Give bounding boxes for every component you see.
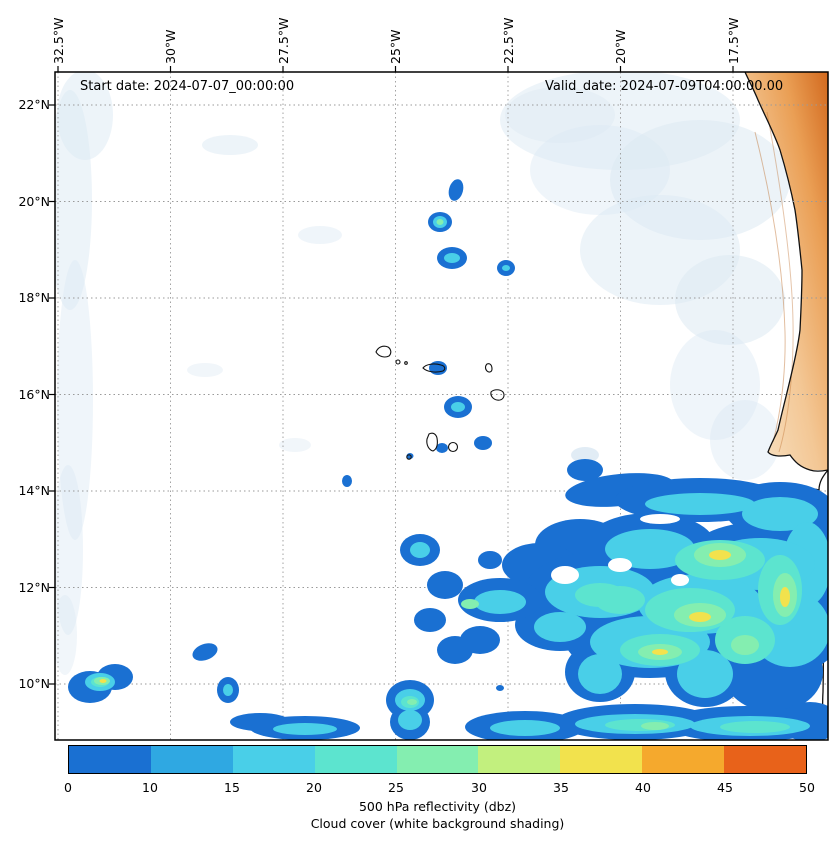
colorbar-tick-label: 50 bbox=[799, 780, 815, 795]
x-tick-label: 30°W bbox=[163, 29, 178, 64]
x-axis-ticks bbox=[57, 66, 734, 72]
terrain-contour bbox=[754, 131, 786, 443]
colorbar bbox=[68, 745, 807, 774]
y-tick-label: 18°N bbox=[18, 290, 50, 305]
colorbar-tick-label: 15 bbox=[224, 780, 240, 795]
colorbar-tick-label: 40 bbox=[635, 780, 651, 795]
valid-date-annotation: Valid_date: 2024-07-09T04:00:00.00 bbox=[545, 79, 784, 94]
y-tick-label: 22°N bbox=[18, 97, 50, 112]
y-tick-label: 10°N bbox=[18, 676, 50, 691]
colorbar-segment-7 bbox=[642, 746, 725, 773]
colorbar-segment-0 bbox=[69, 746, 151, 773]
colorbar-tick-label: 45 bbox=[717, 780, 733, 795]
x-tick-label: 22.5°W bbox=[500, 17, 516, 64]
start-date-annotation: Start date: 2024-07-07_00:00:00 bbox=[80, 79, 295, 94]
y-tick-label: 16°N bbox=[18, 386, 50, 402]
colorbar-segment-8 bbox=[724, 746, 807, 773]
colorbar-title: 500 hPa reflectivity (dbz) bbox=[358, 799, 517, 814]
island-santo-antao bbox=[375, 345, 392, 358]
reflectivity-level-35-40 bbox=[99, 550, 790, 683]
colorbar-tick-label: 20 bbox=[306, 780, 322, 795]
y-tick-label: 14°N bbox=[18, 483, 50, 498]
island-santiago bbox=[426, 432, 438, 452]
colorbar-segment-3 bbox=[314, 746, 397, 773]
cloud-cover-layer bbox=[55, 72, 790, 675]
island-sal bbox=[484, 363, 493, 373]
colorbar-tick-label: 25 bbox=[388, 780, 404, 795]
x-tick-label: 25°W bbox=[388, 29, 403, 64]
colorbar-subtitle: Cloud cover (white background shading) bbox=[310, 816, 565, 831]
colorbar-segment-2 bbox=[232, 746, 315, 773]
colorbar-segment-4 bbox=[396, 746, 479, 773]
colorbar-segments bbox=[69, 746, 807, 773]
cape-verde-island-outlines bbox=[375, 345, 505, 460]
colorbar-segment-6 bbox=[560, 746, 643, 773]
x-tick-label: 27.5°W bbox=[275, 17, 291, 64]
land-west-africa bbox=[740, 72, 828, 740]
y-tick-label: 12°N bbox=[18, 579, 50, 595]
colorbar-tick-label: 30 bbox=[471, 780, 487, 795]
island-boa-vista bbox=[490, 389, 505, 401]
island-brava bbox=[406, 454, 412, 460]
island-santa-luzia bbox=[404, 361, 408, 365]
plot-frame bbox=[49, 66, 829, 741]
island-sao-nicolau bbox=[422, 363, 446, 373]
y-axis-ticks bbox=[49, 104, 55, 685]
x-tick-label: 17.5°W bbox=[725, 17, 741, 64]
x-tick-label: 32.5°W bbox=[50, 17, 66, 64]
colorbar-segment-1 bbox=[150, 746, 233, 773]
island-fogo bbox=[447, 441, 459, 453]
terrain-contour bbox=[766, 111, 794, 453]
colorbar-segment-5 bbox=[478, 746, 561, 773]
coastline-north bbox=[744, 72, 828, 472]
colorbar-tick-label: 10 bbox=[142, 780, 158, 795]
reflectivity-gaps bbox=[551, 514, 689, 586]
colorbar-tick-label: 35 bbox=[553, 780, 569, 795]
island-sao-vicente bbox=[395, 359, 401, 365]
y-tick-label: 20°N bbox=[18, 193, 50, 209]
x-tick-label: 20°W bbox=[613, 29, 628, 64]
colorbar-tick-label: 0 bbox=[64, 780, 72, 795]
